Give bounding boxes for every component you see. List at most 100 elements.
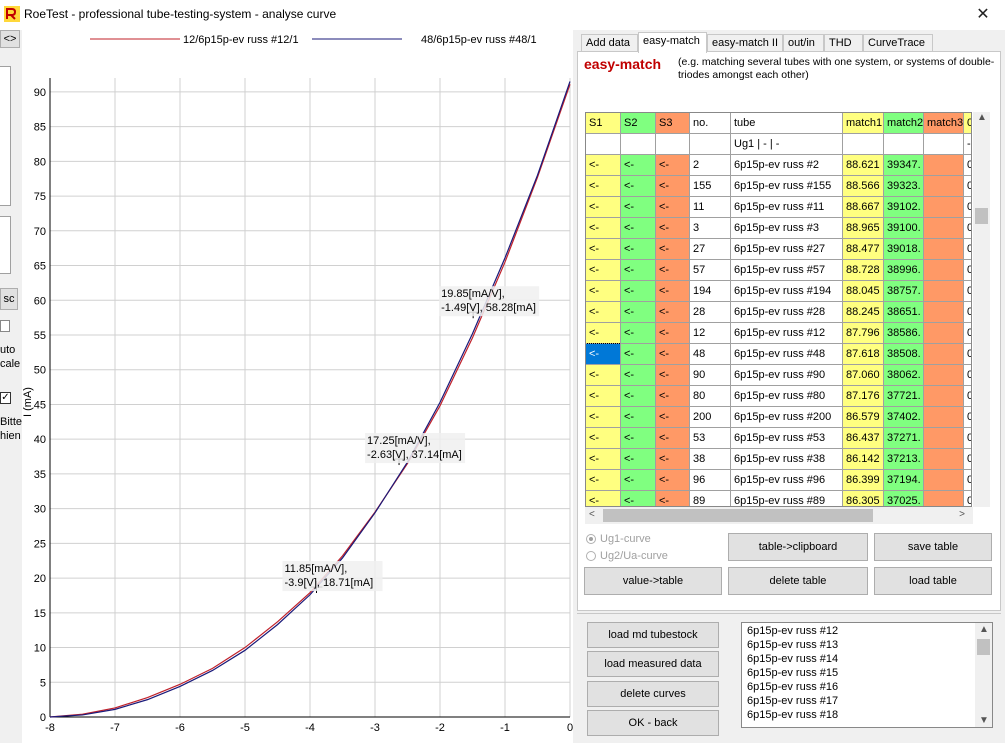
column-header[interactable]: 0 [964, 113, 971, 134]
select-cell[interactable]: <- [621, 344, 656, 365]
list-item[interactable]: 6p15p-ev russ #17 [747, 695, 839, 707]
scale-input[interactable] [0, 320, 10, 332]
select-cell[interactable]: <- [586, 155, 621, 176]
table-vertical-scrollbar[interactable]: ▲ [973, 112, 990, 507]
vertical-scroll-thumb[interactable] [975, 208, 988, 224]
delete-curves-button[interactable]: delete curves [587, 681, 719, 707]
list-item[interactable]: 6p15p-ev russ #13 [747, 639, 839, 651]
column-header[interactable]: match3 [924, 113, 964, 134]
select-cell[interactable]: <- [621, 197, 656, 218]
select-cell[interactable]: <- [621, 155, 656, 176]
save-table-button[interactable]: save table [874, 533, 992, 561]
close-button[interactable]: ✕ [976, 6, 990, 23]
select-cell[interactable]: <- [586, 470, 621, 491]
bitter-checkbox[interactable]: ✓ [0, 392, 11, 404]
select-cell[interactable]: <- [656, 155, 690, 176]
select-cell[interactable]: <- [656, 344, 690, 365]
column-header[interactable]: S1 [586, 113, 621, 134]
select-cell[interactable]: <- [621, 386, 656, 407]
select-cell[interactable]: <- [621, 302, 656, 323]
select-cell[interactable]: <- [656, 176, 690, 197]
horizontal-scroll-thumb[interactable] [603, 509, 873, 522]
list-scroll-down-icon[interactable]: ▼ [979, 715, 989, 726]
column-header[interactable]: no. [690, 113, 731, 134]
select-cell[interactable]: <- [656, 407, 690, 428]
select-cell[interactable]: <- [586, 218, 621, 239]
list-scroll-up-icon[interactable]: ▲ [979, 624, 989, 635]
delete-table-button[interactable]: delete table [728, 567, 868, 595]
tab-thd[interactable]: THD [824, 34, 863, 52]
select-cell[interactable]: <- [656, 302, 690, 323]
select-cell[interactable]: <- [586, 176, 621, 197]
ug2-ua-curve-radio[interactable]: Ug2/Ua-curve [586, 550, 668, 562]
list-item[interactable]: 6p15p-ev russ #12 [747, 625, 839, 637]
select-cell[interactable]: <- [621, 239, 656, 260]
select-cell[interactable]: <- [586, 260, 621, 281]
select-cell[interactable]: <- [586, 449, 621, 470]
list-item[interactable]: 6p15p-ev russ #16 [747, 681, 839, 693]
select-cell[interactable]: <- [621, 428, 656, 449]
curve-chart[interactable]: -8 -7 -6 -5 -4 -3 -2 -1 0 0 5 10 15 20 25 30 35 40 45 50 55 6… [22, 30, 573, 743]
tab-easy-match[interactable]: easy-match [638, 32, 707, 53]
select-cell[interactable]: <- [586, 365, 621, 386]
ug1-curve-radio[interactable]: Ug1-curve [586, 533, 651, 545]
ok-back-button[interactable]: OK - back [587, 710, 719, 736]
select-cell[interactable]: <- [586, 386, 621, 407]
select-cell[interactable]: <- [621, 449, 656, 470]
select-cell[interactable]: <- [621, 218, 656, 239]
select-cell[interactable]: <- [656, 260, 690, 281]
select-cell[interactable]: <- [621, 176, 656, 197]
select-cell[interactable]: <- [621, 407, 656, 428]
select-cell[interactable]: <- [656, 239, 690, 260]
column-header[interactable]: S2 [621, 113, 656, 134]
measured-tube-list[interactable]: ▲ ▼ 6p15p-ev russ #12 6p15p-ev russ #13 6p… [741, 622, 993, 728]
select-cell[interactable]: <- [621, 491, 656, 506]
column-header[interactable]: S3 [656, 113, 690, 134]
scroll-up-icon[interactable]: ▲ [977, 112, 987, 123]
select-cell[interactable]: <- [656, 323, 690, 344]
list-vertical-scrollbar[interactable]: ▲ ▼ [975, 623, 992, 727]
select-cell[interactable]: <- [586, 343, 622, 366]
select-cell[interactable]: <- [656, 428, 690, 449]
column-header[interactable]: tube [731, 113, 843, 134]
select-cell[interactable]: <- [621, 281, 656, 302]
select-cell[interactable]: <- [586, 491, 621, 506]
toggle-panel-button[interactable]: <> [0, 30, 20, 48]
select-cell[interactable]: <- [656, 449, 690, 470]
select-cell[interactable]: <- [586, 428, 621, 449]
match-table[interactable]: S1 <- <- <- <- <- <- <- <- <- <- <- <- <- <- <- <- <- S2 <-… [585, 112, 972, 507]
select-cell[interactable]: <- [656, 491, 690, 506]
column-header[interactable]: match1 [843, 113, 884, 134]
table-horizontal-scrollbar[interactable]: < > [585, 507, 973, 524]
load-md-tubestock-button[interactable]: load md tubestock [587, 622, 719, 648]
select-cell[interactable]: <- [621, 470, 656, 491]
select-cell[interactable]: <- [586, 281, 621, 302]
select-cell[interactable]: <- [621, 260, 656, 281]
select-cell[interactable]: <- [656, 218, 690, 239]
tab-easy-match-ii[interactable]: easy-match II [707, 34, 783, 52]
select-cell[interactable]: <- [656, 386, 690, 407]
column-header[interactable]: match2 [884, 113, 924, 134]
select-cell[interactable]: <- [621, 323, 656, 344]
select-cell[interactable]: <- [656, 470, 690, 491]
value-table-button[interactable]: value->table [584, 567, 722, 595]
sc-button[interactable]: sc [0, 288, 18, 310]
select-cell[interactable]: <- [656, 197, 690, 218]
select-cell[interactable]: <- [586, 323, 621, 344]
list-item[interactable]: 6p15p-ev russ #18 [747, 709, 839, 721]
load-table-button[interactable]: load table [874, 567, 992, 595]
select-cell[interactable]: <- [586, 407, 621, 428]
table-clipboard-button[interactable]: table->clipboard [728, 533, 868, 561]
list-item[interactable]: 6p15p-ev russ #14 [747, 653, 839, 665]
tab-curvetrace[interactable]: CurveTrace [863, 34, 933, 52]
select-cell[interactable]: <- [586, 197, 621, 218]
select-cell[interactable]: <- [586, 239, 621, 260]
list-scroll-thumb[interactable] [977, 639, 990, 655]
list-item[interactable]: 6p15p-ev russ #15 [747, 667, 839, 679]
select-cell[interactable]: <- [586, 302, 621, 323]
select-cell[interactable]: <- [621, 365, 656, 386]
load-measured-data-button[interactable]: load measured data [587, 651, 719, 677]
select-cell[interactable]: <- [656, 365, 690, 386]
tab-add-data[interactable]: Add data [581, 34, 638, 52]
tab-out-in[interactable]: out/in [783, 34, 824, 52]
